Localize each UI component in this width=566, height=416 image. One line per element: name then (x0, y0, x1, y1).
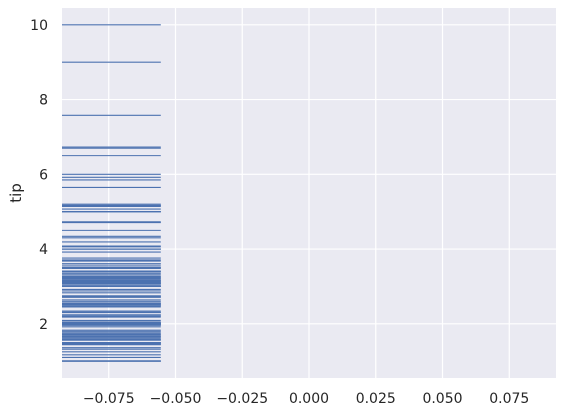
x-tick-label: −0.075 (83, 391, 135, 407)
x-tick-labels: −0.075 −0.050 −0.025 0.000 0.025 0.050 0.075 (83, 391, 529, 407)
y-tick-labels: 2 4 6 8 10 (30, 18, 48, 333)
x-tick-label: −0.050 (150, 391, 202, 407)
y-tick-label: 8 (39, 93, 48, 109)
y-tick-label: 10 (30, 18, 48, 34)
x-tick-label: −0.025 (216, 391, 268, 407)
y-tick-label: 6 (39, 167, 48, 183)
x-tick-label: 0.000 (289, 391, 329, 407)
x-tick-label: 0.050 (422, 391, 462, 407)
y-axis-label: tip (7, 183, 25, 203)
x-tick-label: 0.075 (489, 391, 529, 407)
y-tick-label: 2 (39, 317, 48, 333)
x-tick-label: 0.025 (356, 391, 396, 407)
rug-marks (62, 24, 161, 362)
y-tick-label: 4 (39, 242, 48, 258)
